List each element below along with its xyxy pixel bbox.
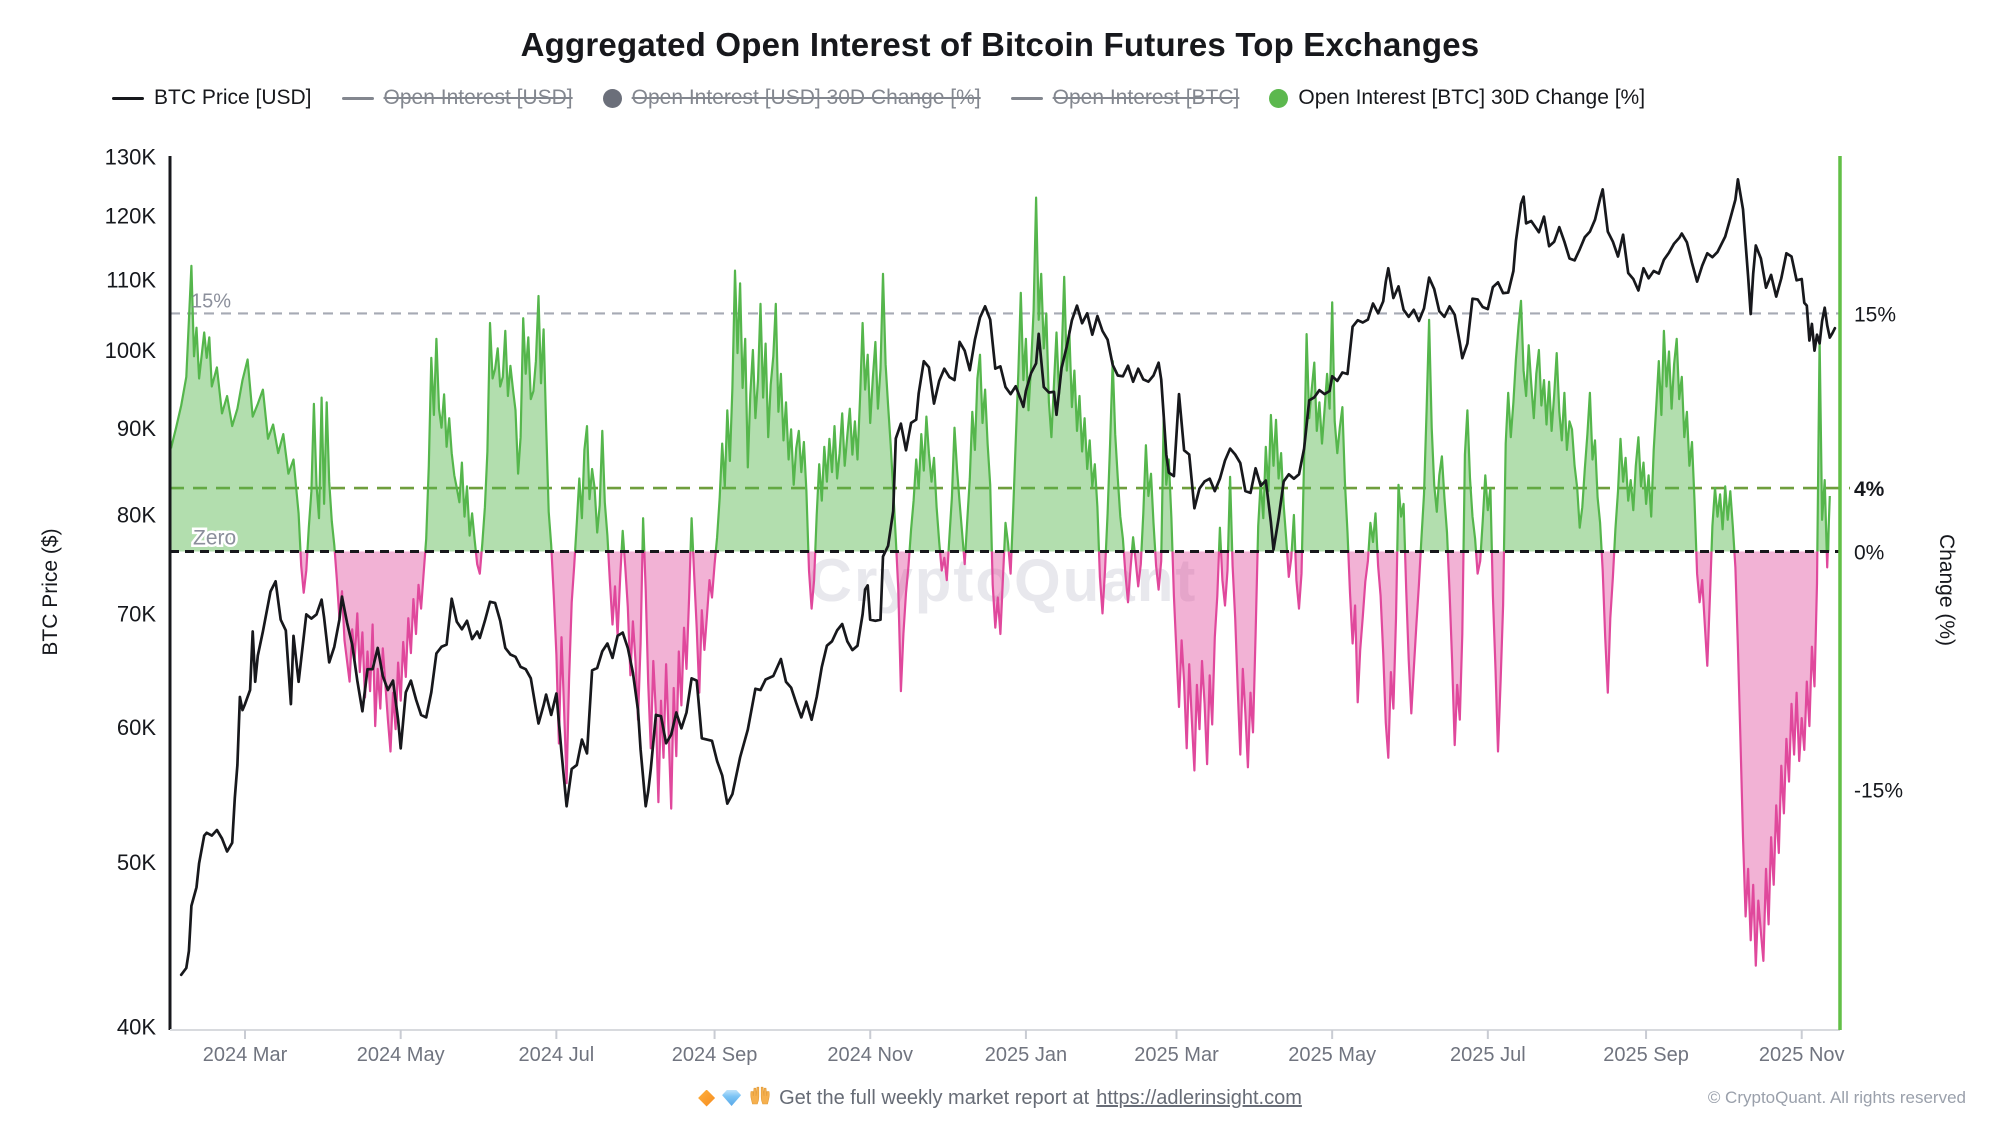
- threshold-annotation-label: 15%: [191, 290, 231, 312]
- price-axis-tick-label: 100K: [105, 338, 157, 363]
- price-axis-tick-label: 40K: [117, 1014, 156, 1039]
- footer-message: Get the full weekly market report at: [779, 1086, 1090, 1109]
- zero-annotation-label: Zero: [193, 527, 236, 550]
- x-axis-tick-label: 2025 Mar: [1134, 1044, 1219, 1066]
- change-axis-title: Change (%): [1935, 534, 1958, 646]
- legend-item-oi-btc[interactable]: Open Interest [BTC]: [1010, 86, 1240, 110]
- price-axis-title: BTC Price ($): [39, 528, 62, 655]
- page-title: Aggregated Open Interest of Bitcoin Futu…: [520, 26, 1480, 63]
- oi-btc-change-area-negative: [171, 551, 1830, 966]
- legend-item-oi-btc-30d-change[interactable]: Open Interest [BTC] 30D Change [%]: [1269, 86, 1645, 110]
- legend-item-oi-usd-30d-change[interactable]: Open Interest [USD] 30D Change [%]: [602, 86, 981, 110]
- report-link[interactable]: https://adlerinsight.com: [1096, 1086, 1302, 1109]
- legend: BTC Price [USD] Open Interest [USD] Open…: [112, 86, 1645, 110]
- legend-label: Open Interest [USD] 30D Change [%]: [631, 86, 981, 109]
- x-axis-tick-label: 2024 Mar: [203, 1044, 288, 1066]
- copyright-note: © CryptoQuant. All rights reserved: [1707, 1088, 1966, 1107]
- oi-btc-change-area-positive: [171, 197, 1830, 552]
- gem-icon: [722, 1090, 742, 1106]
- change-axis-tick-label: -15%: [1854, 780, 1903, 803]
- price-axis-tick-label: 120K: [105, 203, 157, 228]
- price-axis-tick-label: 90K: [117, 416, 156, 441]
- line-marker-icon: [341, 96, 374, 100]
- footer: Get the full weekly market report at htt…: [0, 1085, 2000, 1111]
- legend-item-btc-price[interactable]: BTC Price [USD]: [112, 86, 312, 110]
- dot-marker-icon: [602, 88, 622, 108]
- price-axis-tick-label: 110K: [106, 268, 156, 293]
- raising-hands-icon: [748, 1085, 772, 1111]
- x-axis-tick-label: 2025 Nov: [1759, 1044, 1845, 1066]
- x-axis-tick-label: 2024 Sep: [672, 1044, 758, 1066]
- legend-label: Open Interest [BTC] 30D Change [%]: [1298, 86, 1646, 109]
- x-axis-tick-label: 2025 May: [1288, 1044, 1376, 1066]
- dot-marker-icon: [1269, 88, 1289, 108]
- orange-diamond-icon: [698, 1089, 716, 1107]
- x-axis-tick-label: 2024 Nov: [827, 1044, 913, 1066]
- legend-item-oi-usd[interactable]: Open Interest [USD]: [341, 86, 573, 110]
- line-marker-icon: [1010, 96, 1043, 100]
- legend-label: BTC Price [USD]: [154, 86, 312, 109]
- change-axis-tick-label: 15%: [1854, 303, 1896, 326]
- legend-label: Open Interest [USD]: [383, 86, 573, 109]
- x-axis-tick-label: 2024 May: [357, 1044, 445, 1066]
- change-axis-tick-label: 4%: [1854, 478, 1885, 501]
- x-axis-tick-label: 2025 Jul: [1450, 1044, 1526, 1066]
- price-axis-tick-label: 60K: [117, 715, 156, 740]
- price-axis-tick-label: 50K: [117, 850, 156, 875]
- x-axis-tick-label: 2024 Jul: [519, 1044, 595, 1066]
- x-axis-tick-label: 2025 Sep: [1603, 1044, 1689, 1066]
- price-axis-tick-label: 130K: [105, 144, 157, 169]
- x-axis-tick-label: 2025 Jan: [985, 1044, 1067, 1066]
- legend-label: Open Interest [BTC]: [1052, 86, 1240, 109]
- price-axis-tick-label: 70K: [117, 601, 156, 626]
- line-marker-icon: [112, 96, 144, 100]
- btc-price-line: [179, 178, 1837, 977]
- change-axis-tick-label: 0%: [1854, 542, 1884, 565]
- oi-btc-change-line-positive: [170, 196, 1831, 552]
- price-axis-tick-label: 80K: [117, 503, 156, 528]
